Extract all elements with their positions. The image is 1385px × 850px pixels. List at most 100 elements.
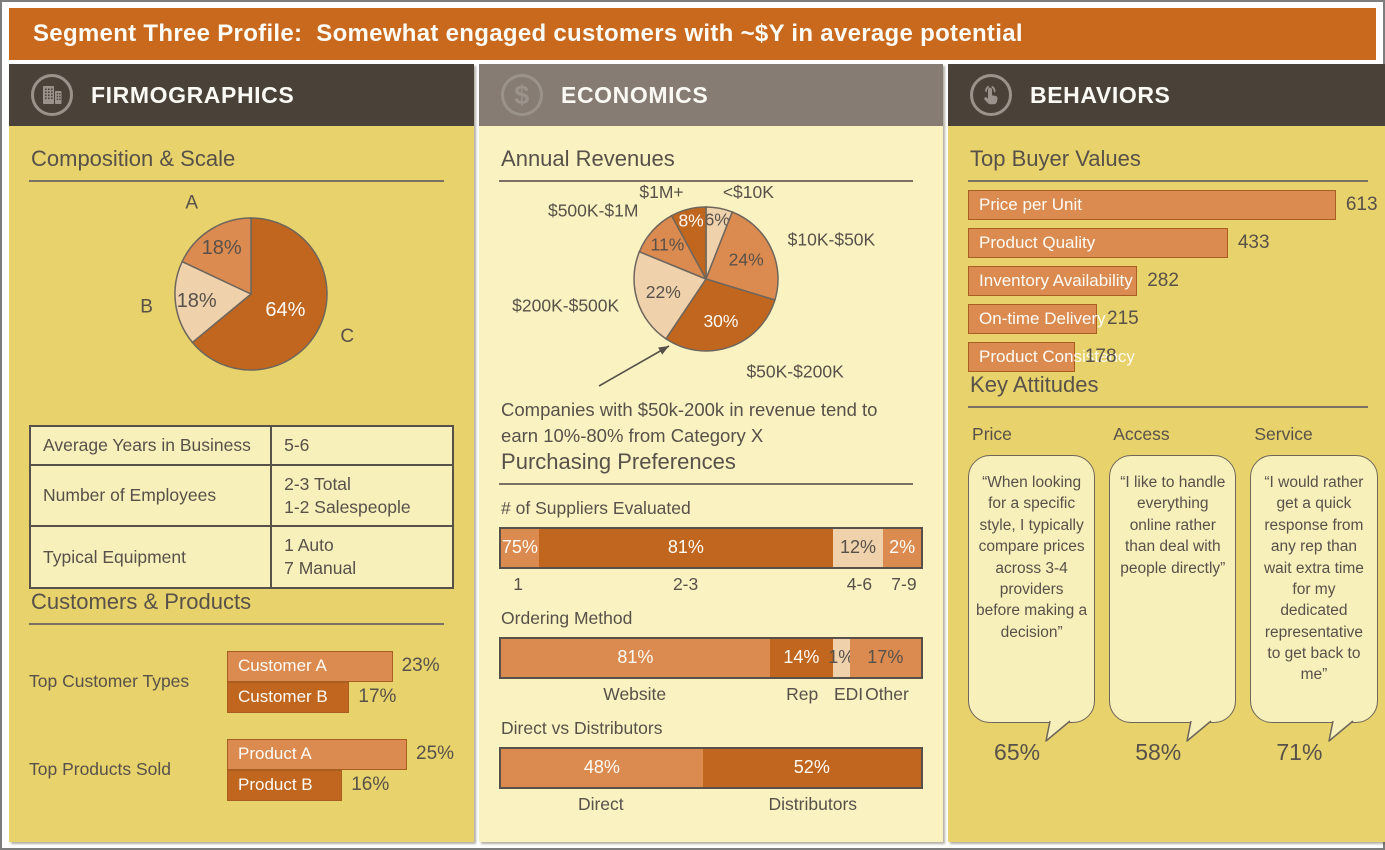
section-rule [499, 180, 914, 182]
bar-group-label: Top Customer Types [29, 671, 190, 692]
speech-bubble-access: “I like to handle everything online rath… [1109, 455, 1237, 742]
section-rule [29, 622, 445, 625]
touch-pointer-icon [970, 74, 1013, 116]
bar-segment-distributors: 52% [702, 748, 922, 787]
buyer-value-number: 282 [1147, 270, 1179, 291]
pie-slice-50k-200k [664, 278, 776, 352]
composition-heading: Composition & Scale [31, 146, 236, 171]
top-buyer-values-chart: Price per Unit 613 Product Quality 433 Inven… [968, 190, 1378, 372]
economics-header: $ ECONOMICS [479, 64, 944, 126]
table-row-value: 2-3 Total 1-2 Salespeople [270, 463, 455, 528]
economics-header-label: ECONOMICS [561, 81, 709, 108]
bar-customer-a: Customer A [227, 650, 393, 682]
bar-group-label: Top Products Sold [29, 759, 172, 780]
attitude-column-access: Access “I like to handle everything onlin… [1109, 412, 1237, 766]
column-firmographics: FIRMOGRAPHICS Composition & Scale 64% C 18… [9, 64, 475, 842]
pie-slice-1m [670, 206, 707, 280]
buyer-value-number: 178 [1084, 346, 1117, 367]
bar-group-bars: Product A 25% Product B 16% [227, 738, 454, 801]
pie-label: <$10K [723, 182, 774, 202]
bar-row-customer-a: Customer A 23% [227, 650, 454, 682]
stacked-bar: 75% 81% 12% 2% [499, 526, 924, 569]
bar-value: 17% [358, 686, 397, 708]
column-behaviors: BEHAVIORS Top Buyer Values Price per Uni… [948, 64, 1385, 842]
stacked-chart-title: Direct vs Distributors [501, 717, 663, 738]
stacked-chart-of-suppliers-evaluated: # of Suppliers Evaluated 75% 81% 12% 2% 1 2-3 4… [499, 498, 924, 595]
pie-label: B [140, 296, 153, 317]
attitude-label: Access [1113, 424, 1170, 444]
buyer-value-number: 433 [1237, 232, 1270, 253]
pie-slice-a [181, 217, 252, 296]
dollar-circle-icon: $ [501, 74, 544, 116]
bar-group-top-customer-types: Top Customer Types Customer A 23% Customer … [29, 650, 454, 713]
buildings-icon [31, 74, 73, 116]
table-row-value: 1 Auto 7 Manual [270, 525, 455, 589]
stacked-chart-direct-vs-distributors: Direct vs Distributors 48% 52% Direct Distri… [499, 717, 924, 815]
pie-label: 30% [703, 311, 738, 331]
bar-customer-b: Customer B [227, 681, 350, 713]
stacked-chart-title: Ordering Method [501, 607, 633, 628]
attitude-quote: “When looking for a specific style, I ty… [976, 474, 1088, 641]
tick-label-distributors: Distributors [768, 793, 858, 814]
annual-revenues-pie-chart: 6% <$10K 24% $10K-$50K 30% $50K-$200K 22% $200K… [512, 182, 876, 387]
pie-label: 18% [177, 290, 217, 312]
pie-slice-200k-500k [633, 250, 708, 340]
annual-revenues-heading: Annual Revenues [501, 146, 675, 171]
table-row-value: 5-6 [270, 425, 455, 466]
bar-segment-2-3: 81% [538, 528, 833, 567]
attitude-quote: “I would rather get a quick response fro… [1263, 474, 1364, 684]
column-economics: $ ECONOMICS Annual Revenues 6% <$10K 24% $1… [479, 64, 944, 842]
speech-bubble-price: “When looking for a specific style, I ty… [968, 455, 1096, 742]
tick-label-1: 1 [513, 573, 523, 594]
attitude-label: Service [1254, 424, 1313, 444]
columns: FIRMOGRAPHICS Composition & Scale 64% C 18… [9, 64, 1385, 842]
bar-segment-edi: 1% [828, 638, 854, 677]
bar-product-a: Product A [227, 738, 407, 770]
table-row: Typical Equipment 1 Auto 7 Manual [28, 525, 455, 589]
attitude-share: 71% [1276, 739, 1323, 765]
pie-label: $10K-$50K [788, 229, 876, 249]
bar-segment-rep: 14% [769, 638, 833, 677]
tick-label-website: Website [603, 683, 667, 704]
bar-row-customer-b: Customer B 17% [227, 681, 454, 713]
behaviors-header-label: BEHAVIORS [1030, 81, 1171, 108]
pie-annotation: Companies with $50k-200k in revenue tend… [501, 399, 878, 446]
stacked-bar-ticks: 1 2-3 4-6 7-9 [499, 574, 923, 595]
buyer-value-bar: Product Consistency [968, 342, 1135, 372]
bar-product-b: Product B [227, 769, 343, 801]
bar-row-product-b: Product B 16% [227, 769, 454, 801]
tick-label-rep: Rep [786, 683, 819, 704]
bar-group-bars: Customer A 23% Customer B 17% [227, 650, 454, 713]
buyer-value-bar: Inventory Availability [968, 266, 1138, 296]
stacked-bar: 48% 52% [499, 746, 924, 789]
table-row-label: Average Years in Business [28, 425, 273, 466]
firmographics-header: FIRMOGRAPHICS [9, 64, 475, 126]
attitude-label: Price [972, 424, 1012, 444]
stacked-bar: 81% 14% 1% 17% [499, 636, 924, 679]
attitude-share: 65% [994, 739, 1041, 765]
attitude-quote: “I like to handle everything online rath… [1120, 474, 1226, 577]
page-title: Segment Three Profile: Somewhat engaged … [9, 8, 1376, 60]
pie-label: $500K-$1M [548, 200, 638, 220]
composition-pie-chart: 64% C 18% B 18% A [140, 193, 354, 371]
tick-label-edi: EDI [833, 683, 864, 704]
attitude-share: 58% [1135, 739, 1182, 765]
firmographics-body: Composition & Scale 64% C 18% B 18% A Average… [9, 126, 475, 842]
key-attitudes-grid: Price “When looking for a specific style,… [968, 412, 1378, 766]
buyer-value-row-on-time-delivery: On-time Delivery 215 [968, 304, 1378, 334]
pie-label: C [340, 326, 354, 347]
bar-segment-other: 17% [849, 638, 922, 677]
speech-bubble-tail [1186, 719, 1212, 742]
bar-value: 16% [351, 774, 390, 796]
pie-label: 18% [202, 237, 242, 259]
customers-products-bars: Top Customer Types Customer A 23% Customer … [29, 650, 454, 801]
tick-label-direct: Direct [577, 793, 624, 814]
tick-label-other: Other [865, 683, 909, 704]
speech-bubble-tail [1327, 719, 1353, 742]
buyer-value-row-inventory-availability: Inventory Availability 282 [968, 266, 1378, 296]
pie-label: $1M+ [639, 182, 683, 202]
annotation-arrow [598, 345, 670, 387]
pie-label: 6% [705, 210, 730, 230]
purchasing-preferences-heading: Purchasing Preferences [501, 448, 736, 474]
table-row-label: Typical Equipment [28, 525, 273, 589]
